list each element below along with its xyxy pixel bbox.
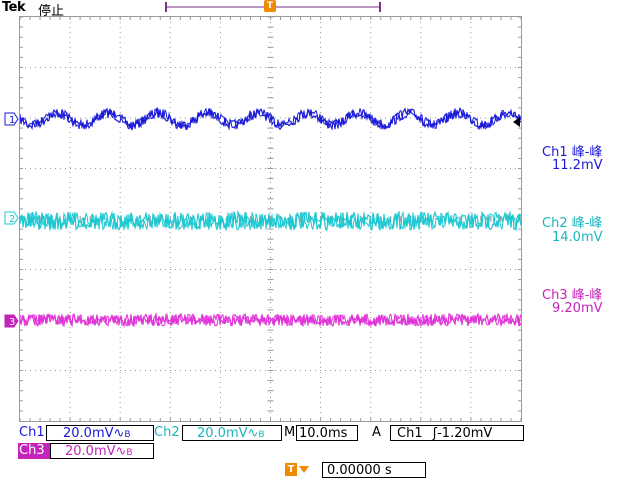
trigger-position-value[interactable]: 0.00000 s	[322, 462, 426, 478]
ch2-coupling-icon: ∿B	[247, 426, 265, 441]
ch1-label[interactable]: Ch1	[19, 425, 45, 440]
ch2-trace	[20, 209, 521, 232]
trigger-mode: A	[372, 425, 381, 440]
ch2-ground-marker[interactable]: 2	[4, 211, 19, 225]
trigger-source: Ch1	[397, 426, 423, 441]
trigger-position-icon: T	[285, 463, 297, 476]
ch2-measure-title: Ch2 峰-峰	[542, 216, 603, 231]
ch1-scale-box[interactable]: 20.0mV∿B	[46, 425, 154, 441]
ch1-measure-title: Ch1 峰-峰	[542, 145, 603, 160]
ch3-measure-value: 9.20mV	[552, 301, 603, 316]
ch3-scale-box[interactable]: 20.0mV∿B	[50, 443, 154, 459]
ch3-coupling-icon: ∿B	[115, 444, 133, 459]
ch2-trace	[20, 210, 521, 232]
ch1-measure-value: 11.2mV	[552, 158, 603, 173]
arrow-down-icon	[299, 466, 309, 473]
record-trigger-marker: T	[264, 0, 276, 12]
graticule	[20, 17, 521, 421]
trigger-level-marker[interactable]	[511, 117, 521, 127]
acquisition-status: 停止	[38, 4, 65, 19]
ch1-scale: 20.0mV	[63, 426, 114, 441]
ch3-scale: 20.0mV	[65, 444, 116, 459]
ch2-label[interactable]: Ch2	[154, 425, 180, 440]
ch1-coupling-icon: ∿B	[113, 426, 131, 441]
ch2-measure-value: 14.0mV	[552, 230, 603, 245]
timebase-value[interactable]: 10.0ms	[296, 425, 358, 441]
ch3-ground-marker[interactable]: 3	[4, 314, 19, 328]
ch3-label[interactable]: Ch3	[18, 443, 50, 459]
ch1-trace	[20, 106, 521, 131]
ch1-ground-marker[interactable]: 1	[4, 112, 19, 126]
ch2-marker-label: 2	[9, 214, 15, 225]
ch3-trace	[20, 312, 521, 328]
ch3-measure-title: Ch3 峰-峰	[542, 288, 603, 303]
waveform-screen	[19, 16, 522, 422]
brand-logo: Tek	[2, 0, 26, 15]
trigger-level: -1.20mV	[437, 426, 493, 441]
ch1-marker-label: 1	[9, 115, 15, 126]
timebase-label: M	[284, 425, 296, 440]
trigger-readout[interactable]: Ch1 ʃ-1.20mV	[390, 425, 524, 441]
ch3-marker-label: 3	[9, 317, 15, 328]
ch1-trace	[20, 107, 521, 131]
rising-edge-icon: ʃ	[432, 426, 438, 441]
ch2-scale-box[interactable]: 20.0mV∿B	[182, 425, 282, 441]
ch2-scale: 20.0mV	[197, 426, 248, 441]
